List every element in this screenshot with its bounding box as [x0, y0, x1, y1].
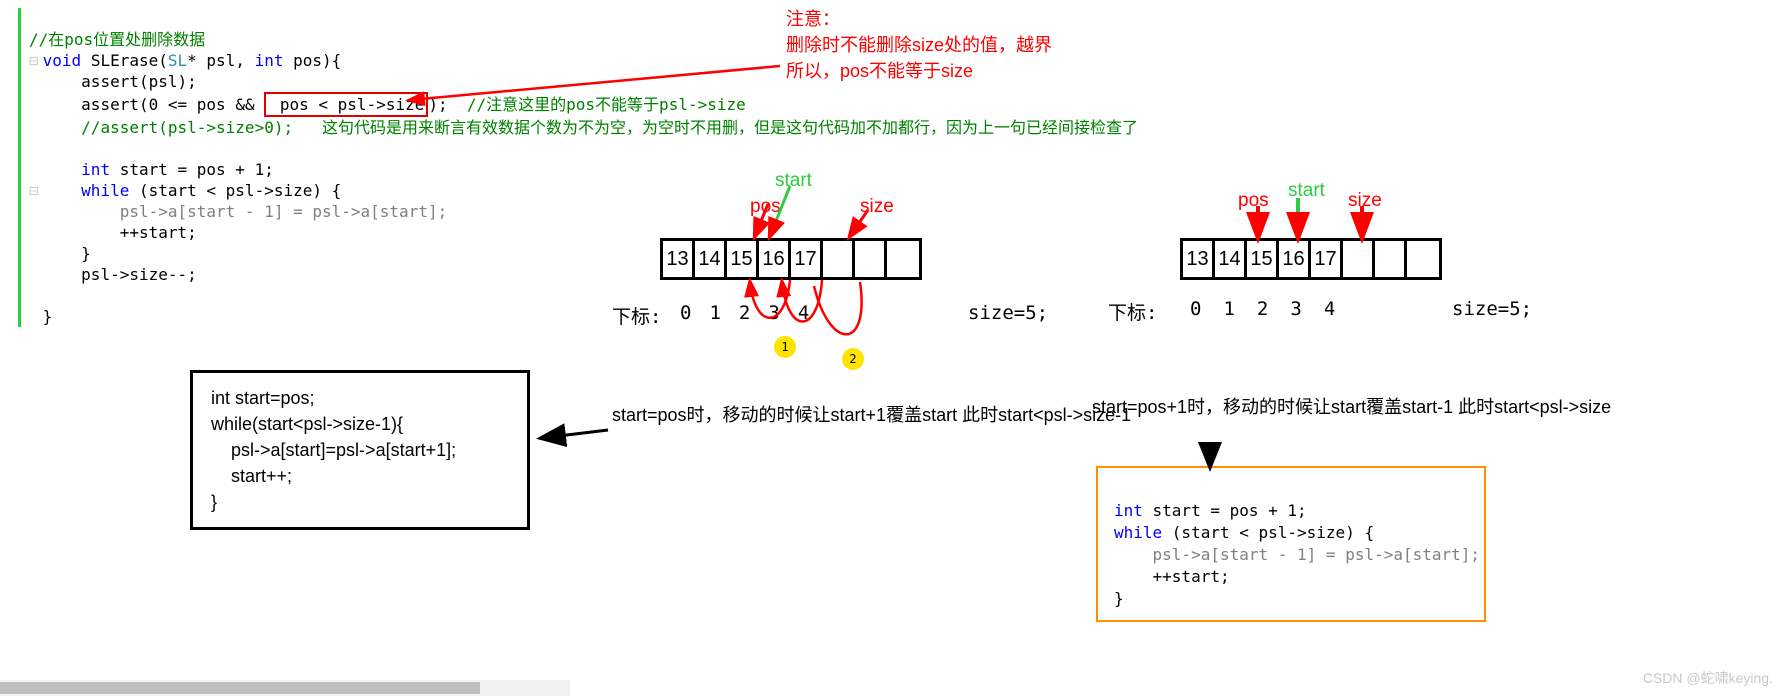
cell: 14 [695, 241, 727, 277]
watermark: CSDN @蛇啸keying. [1643, 668, 1773, 688]
array-diagram-1: pos start size 13 14 15 16 17 [660, 238, 922, 280]
cell: 15 [727, 241, 759, 277]
cell: 15 [1247, 241, 1279, 277]
array-diagram-2: pos start size 13 14 15 16 17 [1180, 238, 1442, 280]
note-warning: 注意： 删除时不能删除size处的值，越界 所以，pos不能等于size [786, 6, 1052, 84]
array-cells: 13 14 15 16 17 [1180, 238, 1442, 280]
size-label-1: size=5; [968, 302, 1048, 324]
array-cells: 13 14 15 16 17 [660, 238, 922, 280]
index-label: 下标: [612, 302, 661, 329]
index-row-2: 0 1 2 3 4 [1190, 298, 1335, 320]
cell: 16 [1279, 241, 1311, 277]
cell: 17 [791, 241, 823, 277]
scrollbar[interactable] [0, 680, 570, 696]
pseudocode-box-left: int start=pos; while(start<psl->size-1){… [190, 370, 530, 530]
explain-right: start=pos+1时，移动的时候让start覆盖start-1 此时star… [1092, 392, 1611, 422]
step-badge-1: 1 [774, 336, 796, 358]
cell [855, 241, 887, 277]
index-label-2: 下标: [1108, 298, 1157, 325]
explain-left: start=pos时，移动的时候让start+1覆盖start 此时start<… [612, 400, 1131, 430]
cell [1407, 241, 1439, 277]
cell: 13 [663, 241, 695, 277]
code-comment: //在pos位置处删除数据 [29, 30, 205, 49]
index-row-1: 0 1 2 3 4 [680, 302, 809, 324]
step-badge-2: 2 [842, 348, 864, 370]
cell: 14 [1215, 241, 1247, 277]
gutter-icon: ⊟ [29, 181, 39, 200]
cell: 13 [1183, 241, 1215, 277]
cell [1375, 241, 1407, 277]
pseudocode-box-right: int start = pos + 1; while (start < psl-… [1096, 466, 1486, 622]
size-label-2: size=5; [1452, 298, 1532, 320]
highlight-condition: pos < psl->size [278, 92, 429, 117]
cell: 17 [1311, 241, 1343, 277]
cell [1343, 241, 1375, 277]
cell [823, 241, 855, 277]
gutter-icon: ⊟ [29, 51, 39, 70]
scrollbar-thumb[interactable] [0, 682, 480, 694]
cell [887, 241, 919, 277]
cell: 16 [759, 241, 791, 277]
